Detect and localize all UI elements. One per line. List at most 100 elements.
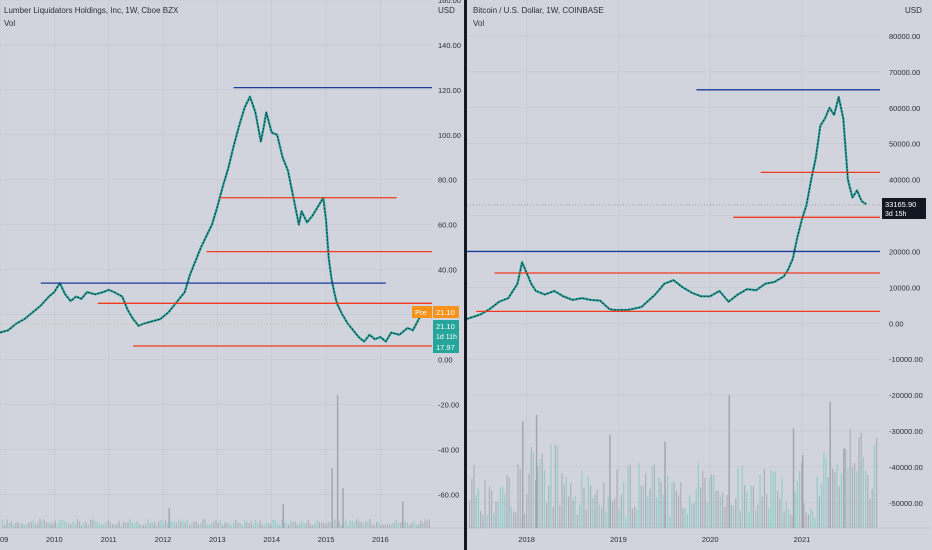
volume-bar: [235, 519, 237, 528]
y-tick-label: 60000.00: [889, 104, 920, 113]
volume-bar: [43, 519, 45, 528]
volume-bar: [250, 520, 252, 528]
volume-bar: [660, 481, 662, 528]
volume-bar: [351, 520, 353, 528]
volume-bar: [241, 524, 243, 528]
volume-bar: [340, 524, 342, 528]
volume-bar: [162, 522, 164, 528]
volume-bar: [783, 511, 785, 528]
pane-separator[interactable]: [464, 0, 467, 550]
premarket-price-text: 21.10: [436, 308, 455, 317]
volume-bar: [770, 470, 772, 528]
volume-bar: [805, 512, 807, 528]
volume-bar: [226, 522, 228, 528]
x-tick-label: 2016: [372, 535, 389, 544]
volume-bar: [68, 523, 70, 528]
currency-label-lumber: USD: [438, 6, 455, 15]
volume-bar: [583, 487, 585, 528]
volume-spike: [792, 428, 795, 528]
volume-bar: [719, 496, 721, 528]
volume-bar: [693, 503, 695, 528]
volume-bar: [598, 504, 600, 528]
volume-bar: [376, 522, 378, 528]
y-tick-label: 160.00: [438, 0, 461, 5]
volume-bar: [763, 468, 765, 528]
lumber-liquidators-pane[interactable]: 160.00 140.00 120.00 100.00 80.00 60.00 40.00 2…: [0, 0, 482, 544]
volume-bar: [548, 485, 550, 528]
volume-bar: [845, 449, 847, 528]
volume-spike: [801, 454, 804, 528]
volume-bar: [424, 519, 426, 528]
volume-bar: [15, 522, 17, 528]
volume-bar: [120, 524, 122, 528]
volume-bar: [576, 514, 578, 528]
volume-bar: [400, 522, 402, 528]
volume-bar: [224, 522, 226, 528]
y-tick-label: -20000.00: [889, 391, 923, 400]
volume-bar: [482, 515, 484, 528]
volume-bar: [840, 473, 842, 528]
x-tick-label: 2019: [610, 535, 627, 544]
volume-bar: [129, 519, 131, 528]
volume-bar: [19, 524, 21, 528]
volume-bar: [480, 510, 482, 528]
volume-bar: [682, 507, 684, 528]
volume-bar: [428, 519, 430, 528]
volume-bar: [565, 476, 567, 528]
bitcoin-pane[interactable]: 80000.00 70000.00 60000.00 50000.00 40000.00…: [466, 0, 930, 544]
volume-bar: [114, 524, 116, 528]
volume-bar: [182, 520, 184, 528]
volume-bar: [303, 522, 305, 528]
volume-bar: [691, 503, 693, 528]
volume-bar: [642, 486, 644, 528]
volume-bar: [259, 520, 261, 528]
volume-bar: [230, 524, 232, 528]
volume-bar: [524, 513, 526, 528]
y-tick-label: 20000.00: [889, 247, 920, 256]
x-tick-label: 2009: [0, 535, 8, 544]
volume-bar: [475, 495, 477, 528]
volume-bar: [550, 443, 552, 528]
volume-bar: [596, 489, 598, 528]
volume-bar: [186, 520, 188, 528]
volume-bar: [426, 520, 428, 528]
volume-bar: [191, 522, 193, 528]
volume-bar: [862, 457, 864, 528]
volume-bar: [193, 521, 195, 528]
volume-bar: [307, 519, 309, 528]
volume-bar: [867, 474, 869, 528]
volume-bar: [708, 477, 710, 528]
volume-bar: [816, 476, 818, 528]
volume-bar: [94, 521, 96, 528]
volume-bar: [528, 473, 530, 528]
volume-bar: [290, 520, 292, 528]
volume-bar: [620, 494, 622, 528]
volume-bar: [347, 524, 349, 528]
volume-bar: [294, 521, 296, 528]
volume-bar: [127, 522, 129, 528]
x-tick-label: 2021: [794, 535, 811, 544]
volume-bar: [493, 513, 495, 528]
volume-spike: [843, 448, 845, 528]
volume-bar: [814, 517, 816, 528]
volume-bar: [607, 496, 609, 528]
volume-bar: [296, 524, 298, 528]
volume-bar: [8, 522, 10, 528]
volume-bar: [871, 489, 873, 528]
volume-spike: [168, 508, 170, 528]
volume-bar: [836, 464, 838, 528]
volume-bar: [667, 475, 669, 528]
volume-bar: [631, 508, 633, 528]
volume-bar: [145, 524, 147, 528]
volume-bar: [37, 522, 39, 528]
volume-bar: [17, 522, 19, 528]
volume-bar: [662, 494, 664, 528]
volume-bar: [255, 519, 257, 528]
volume-bar: [757, 504, 759, 528]
volume-bar: [484, 479, 486, 528]
volume-bar: [686, 513, 688, 528]
volume-bar: [752, 486, 754, 528]
volume-bar: [669, 516, 671, 528]
price-series-wick: [0, 96, 430, 342]
volume-bar: [579, 504, 581, 528]
